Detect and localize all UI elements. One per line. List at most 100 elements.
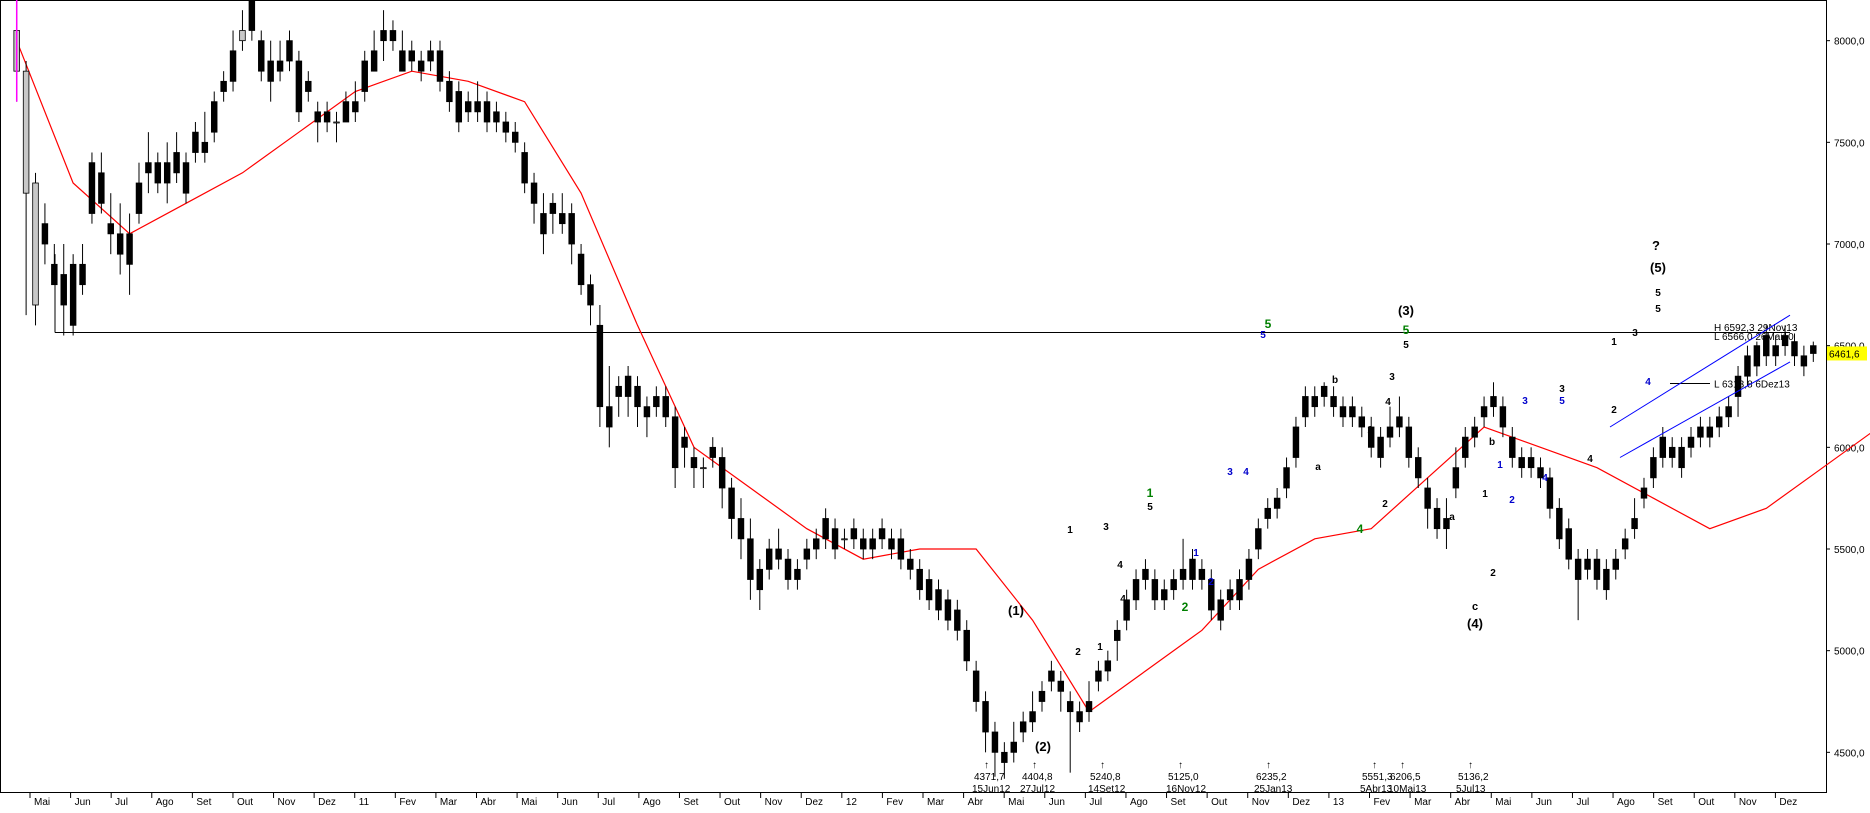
last-price-box bbox=[1827, 346, 1867, 361]
annotation-date: 14Set12 bbox=[1088, 784, 1126, 795]
candle-body bbox=[897, 538, 905, 560]
candle-body bbox=[831, 528, 839, 550]
wave-label: 3 bbox=[1632, 328, 1638, 339]
candle-body bbox=[587, 284, 594, 306]
x-tick-label: Abr bbox=[481, 797, 497, 808]
x-tick-label: Jun bbox=[1049, 797, 1065, 808]
candle-body bbox=[22, 70, 30, 194]
wave-label: 2 bbox=[1490, 568, 1496, 579]
annotation-date: 10Mai13 bbox=[1388, 784, 1427, 795]
candle-body bbox=[258, 40, 265, 72]
wave-label: 2 bbox=[1208, 577, 1214, 588]
candle-body bbox=[1358, 416, 1366, 428]
x-tick-label: Out bbox=[1698, 797, 1714, 808]
x-tick-label: Nov bbox=[1739, 797, 1757, 808]
candle-body bbox=[1320, 385, 1328, 397]
candle-body bbox=[991, 731, 999, 753]
candle-body bbox=[1283, 467, 1290, 489]
candle-body bbox=[1734, 375, 1742, 397]
arrow-icon: ↑ bbox=[1468, 760, 1473, 771]
arrow-icon: ↑ bbox=[1400, 760, 1405, 771]
candle-body bbox=[1123, 599, 1130, 621]
candle-body bbox=[709, 446, 716, 458]
x-tick-label: Jul bbox=[1576, 797, 1589, 808]
candle-body bbox=[530, 182, 538, 204]
candle-body bbox=[1678, 446, 1685, 469]
candle-body bbox=[502, 121, 510, 133]
x-tick-label: Dez bbox=[1292, 797, 1310, 808]
x-tick-label: Ago bbox=[1130, 797, 1148, 808]
candle-body bbox=[1095, 670, 1102, 682]
candle-body bbox=[878, 528, 886, 540]
arrow-icon: ↑ bbox=[1032, 760, 1037, 771]
wave-label: a bbox=[1315, 462, 1321, 473]
candle-body bbox=[182, 162, 190, 194]
candle-body bbox=[512, 131, 519, 143]
candle-body bbox=[135, 182, 143, 214]
y-tick-label: 7500,0 bbox=[1834, 138, 1865, 149]
candle-body bbox=[718, 457, 726, 489]
x-tick-label: Fev bbox=[886, 797, 903, 808]
wave-label: 5 bbox=[1147, 502, 1153, 513]
candle-body bbox=[239, 30, 246, 42]
wave-label: 4 bbox=[1645, 377, 1651, 388]
y-tick-label: 8000,0 bbox=[1834, 37, 1865, 48]
wave-label: (2) bbox=[1035, 739, 1051, 754]
candle-body bbox=[784, 558, 792, 580]
wave-label: 2 bbox=[1611, 405, 1617, 416]
candle-body bbox=[1584, 558, 1591, 570]
wave-label: 5 bbox=[1403, 340, 1409, 351]
candle-body bbox=[427, 50, 434, 62]
candle-body bbox=[1725, 406, 1732, 418]
candle-body bbox=[1433, 507, 1441, 530]
candle-body bbox=[1085, 701, 1093, 713]
candle-body bbox=[1142, 568, 1149, 580]
candle-body bbox=[1509, 436, 1516, 458]
wave-label: 1 bbox=[1097, 642, 1103, 653]
candle-body bbox=[267, 60, 274, 82]
wave-label: 2 bbox=[1075, 647, 1081, 658]
candle-body bbox=[1546, 477, 1554, 509]
candle-body bbox=[1019, 721, 1027, 733]
y-tick-label: 4500,0 bbox=[1834, 748, 1865, 759]
y-tick-label: 5500,0 bbox=[1834, 545, 1865, 556]
annotation-price: 5125,0 bbox=[1168, 772, 1199, 783]
moving-average-line bbox=[16, 40, 1870, 713]
annotation-price: 4371,7 bbox=[974, 772, 1005, 783]
candle-body bbox=[417, 60, 425, 72]
candle-body bbox=[248, 0, 256, 31]
annotation-date: 27Jul12 bbox=[1020, 784, 1055, 795]
candle-body bbox=[163, 162, 171, 184]
wave-label: b bbox=[1489, 437, 1495, 448]
candle-body bbox=[690, 457, 698, 469]
candle-body bbox=[436, 50, 444, 82]
arrow-icon: ↑ bbox=[1100, 760, 1105, 771]
candle-body bbox=[1330, 396, 1337, 408]
candle-body bbox=[1038, 690, 1046, 702]
wave-label: 5 bbox=[1655, 304, 1661, 315]
candle-body bbox=[747, 538, 754, 580]
candle-body bbox=[841, 538, 848, 541]
candle-body bbox=[521, 152, 528, 184]
candle-body bbox=[1010, 741, 1017, 753]
candle-body bbox=[1772, 345, 1779, 357]
candle-body bbox=[1245, 558, 1253, 580]
x-tick-label: Set bbox=[1171, 797, 1186, 808]
candle-body bbox=[803, 548, 811, 560]
candle-body bbox=[577, 253, 585, 286]
candle-body bbox=[145, 162, 152, 174]
candle-body bbox=[380, 30, 387, 42]
candle-body bbox=[305, 80, 312, 92]
x-tick-label: Ago bbox=[643, 797, 661, 808]
candle-body bbox=[370, 50, 378, 72]
candle-body bbox=[1800, 355, 1808, 367]
x-tick-label: Fev bbox=[1374, 797, 1391, 808]
candle-body bbox=[813, 538, 820, 550]
candle-body bbox=[1603, 568, 1610, 591]
y-tick-label: 5000,0 bbox=[1834, 647, 1865, 658]
wave-label: 3 bbox=[1389, 372, 1395, 383]
x-tick-label: Nov bbox=[1252, 797, 1270, 808]
candle-body bbox=[211, 101, 218, 133]
candle-body bbox=[1217, 599, 1224, 621]
